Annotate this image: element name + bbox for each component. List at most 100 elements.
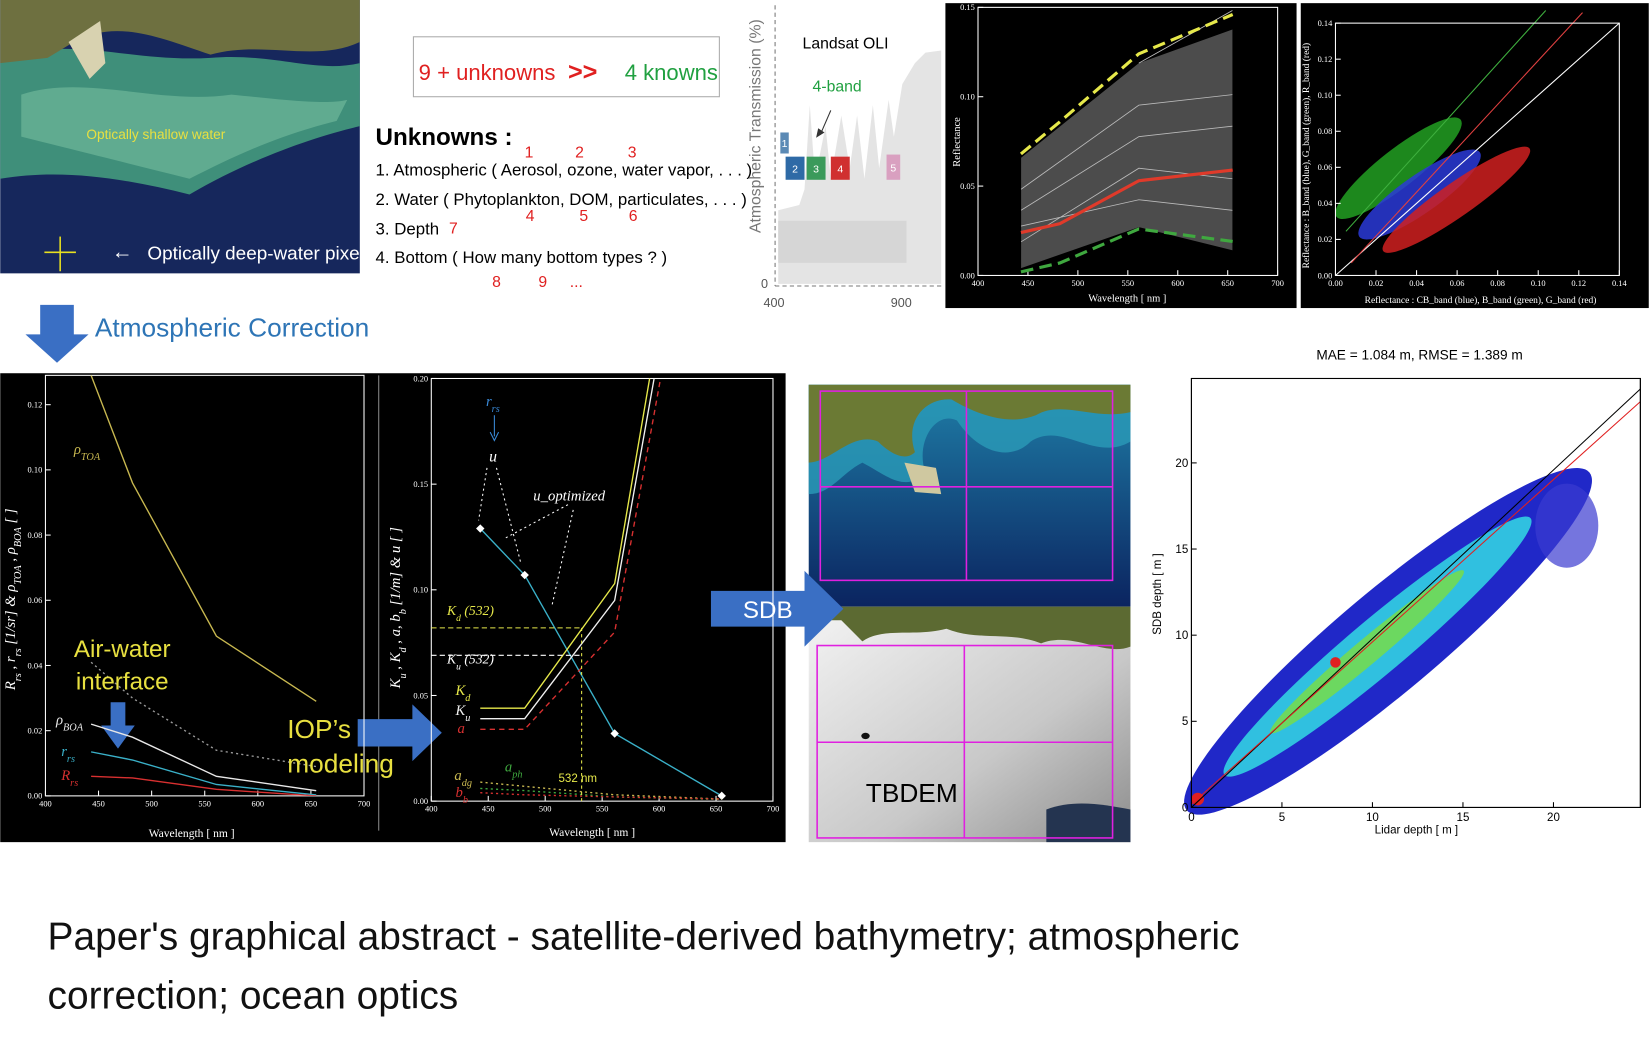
unknown-index: 9 bbox=[538, 274, 547, 291]
x-tick-label: 700 bbox=[1271, 279, 1284, 288]
x-tick-label: 450 bbox=[1022, 279, 1035, 288]
label-subscript: u bbox=[397, 673, 408, 678]
air-water-label: Air-water bbox=[74, 636, 171, 663]
series-line bbox=[1020, 168, 1233, 235]
series-label: bb bbox=[455, 785, 468, 806]
unknown-item: 2. Water ( Phytoplankton, DOM, particula… bbox=[376, 190, 747, 209]
x-tick-label: 450 bbox=[482, 805, 495, 814]
band-group-label: 4-band bbox=[813, 78, 862, 95]
arrow-glyph: ← bbox=[112, 241, 133, 264]
transmission-x-end: 900 bbox=[891, 296, 912, 310]
band-box bbox=[780, 132, 789, 154]
series-line bbox=[479, 528, 723, 797]
y-tick-label: 20 bbox=[1175, 458, 1188, 470]
x-tick-label: 0.06 bbox=[1450, 279, 1465, 288]
y-tick-label: 0.08 bbox=[1318, 127, 1333, 136]
x-tick-label: 600 bbox=[252, 799, 265, 808]
series-line bbox=[480, 781, 722, 800]
unknown-index: ... bbox=[570, 274, 583, 291]
unknown-item: 1. Atmospheric ( Aerosol, ozone, water v… bbox=[376, 161, 753, 180]
label-part: r bbox=[486, 394, 492, 410]
y-tick-label: 0.06 bbox=[28, 596, 43, 605]
label-subscript: rs bbox=[12, 673, 23, 681]
wavelength-label: 532 nm bbox=[559, 773, 598, 785]
label-subscript: b bbox=[463, 794, 468, 805]
label-subscript: BOA bbox=[12, 526, 23, 547]
deep-pixel-label: Optically deep-water pixel bbox=[147, 244, 363, 265]
unknown-item: 3. Depth bbox=[376, 219, 440, 238]
label-part: [ ] bbox=[3, 508, 19, 527]
band-number: 5 bbox=[890, 162, 896, 174]
y-tick-label: 0.14 bbox=[1318, 19, 1334, 28]
label-subscript: b bbox=[397, 609, 408, 614]
y-tick-label: 0.05 bbox=[413, 691, 428, 700]
u-label: u bbox=[489, 449, 497, 466]
label-subscript: rs bbox=[12, 648, 23, 656]
label-part: K bbox=[446, 603, 457, 618]
reference-label: Ku (532) bbox=[446, 651, 494, 671]
x-tick-label: 550 bbox=[1122, 279, 1135, 288]
unknown-index: 8 bbox=[492, 274, 501, 291]
series-label: ρBOA bbox=[55, 712, 84, 733]
depth-density bbox=[1184, 388, 1641, 815]
series-line bbox=[480, 787, 722, 801]
label-part: (532) bbox=[461, 603, 494, 619]
x-axis-label: Lidar depth [ m ] bbox=[1375, 825, 1458, 837]
y-tick-label: 0.02 bbox=[28, 726, 43, 735]
series-line bbox=[91, 775, 317, 796]
x-tick-label: 0.10 bbox=[1531, 279, 1546, 288]
label-part: ρ bbox=[55, 712, 63, 728]
y-tick-label: 0.04 bbox=[1318, 199, 1334, 208]
band-number: 2 bbox=[792, 163, 798, 175]
series-line bbox=[480, 378, 655, 720]
series-line bbox=[1019, 13, 1234, 156]
x-tick-label: 500 bbox=[539, 805, 552, 814]
transmission-ylabel: Atmospheric Transmission (%) bbox=[747, 19, 764, 233]
series-line bbox=[480, 792, 722, 800]
series-line bbox=[1020, 227, 1233, 274]
series-label: a bbox=[458, 721, 465, 737]
x-tick-label: 500 bbox=[145, 799, 158, 808]
series-marker bbox=[520, 570, 529, 580]
label-part: K bbox=[446, 651, 457, 666]
unknown-item: 4. Bottom ( How many bottom types ? ) bbox=[376, 248, 668, 267]
label-part: R bbox=[60, 768, 70, 784]
label-subscript: rs bbox=[492, 403, 500, 414]
x-tick-label: 400 bbox=[39, 799, 52, 808]
y-tick-label: 0.04 bbox=[28, 661, 44, 670]
x-tick-label: 400 bbox=[972, 279, 985, 288]
band-number: 1 bbox=[782, 138, 788, 150]
x-tick-label: 5 bbox=[1279, 812, 1285, 824]
label-part: , a, b bbox=[388, 614, 404, 647]
ratio-box bbox=[412, 36, 720, 98]
x-tick-label: 450 bbox=[92, 799, 105, 808]
caption-line: Paper's graphical abstract - satellite-d… bbox=[48, 915, 1240, 958]
y-tick-label: 0.12 bbox=[28, 400, 43, 409]
series-line bbox=[480, 378, 651, 709]
unknown-index: 2 bbox=[575, 145, 584, 162]
x-tick-label: 0.00 bbox=[1328, 279, 1343, 288]
y-tick-label: 0 bbox=[1182, 802, 1188, 814]
label-part: [1/m] & u [ ] bbox=[388, 527, 404, 609]
label-subscript: BOA bbox=[63, 722, 84, 733]
label-subscript: d bbox=[465, 692, 471, 703]
band-scatter-cloud bbox=[1335, 10, 1620, 276]
sdb-image bbox=[808, 384, 1131, 607]
iop-label: modeling bbox=[287, 749, 394, 779]
label-part: K bbox=[388, 677, 404, 689]
band-box bbox=[830, 156, 850, 180]
band-number: 3 bbox=[813, 163, 819, 175]
x-tick-label: 650 bbox=[1221, 279, 1234, 288]
x-tick-label: 0.14 bbox=[1612, 279, 1628, 288]
step-label: Atmospheric Correction bbox=[95, 312, 369, 342]
label-part: a bbox=[454, 768, 461, 784]
series-label: aph bbox=[505, 760, 523, 781]
tbdem-label: TBDEM bbox=[866, 778, 958, 808]
x-axis-label: Wavelength [ nm ] bbox=[549, 826, 635, 839]
unknown-index: 1 bbox=[525, 145, 534, 162]
y-tick-label: 0.00 bbox=[1318, 271, 1333, 280]
x-axis-label: Reflectance : CB_band (blue), B_band (gr… bbox=[1365, 295, 1597, 306]
x-axis-label: Wavelength [ nm ] bbox=[1088, 294, 1166, 305]
label-part: , K bbox=[388, 651, 404, 673]
